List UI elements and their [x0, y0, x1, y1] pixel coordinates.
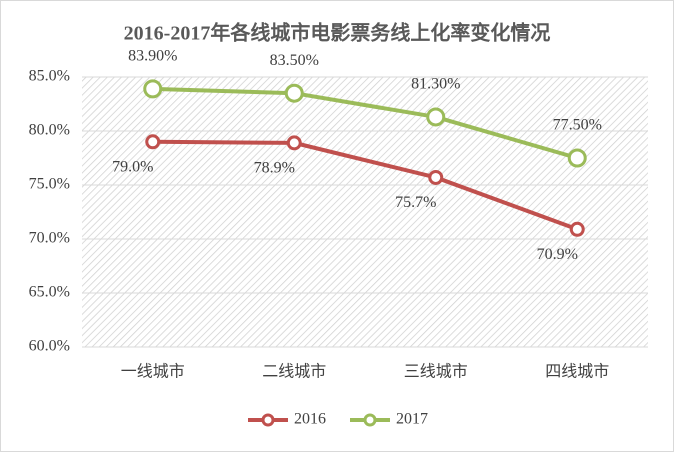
point-marker: [426, 107, 446, 127]
series-line: [152, 86, 578, 160]
data-label: 77.50%: [553, 117, 602, 134]
data-label: 70.9%: [537, 246, 578, 263]
y-tick-label: 85.0%: [29, 68, 70, 85]
plot-area: [82, 77, 648, 347]
data-label: 81.30%: [411, 76, 460, 93]
y-tick-label: 75.0%: [29, 176, 70, 193]
point-marker: [284, 83, 304, 103]
chart-title: 2016-2017年各线城市电影票务线上化率变化情况: [124, 21, 551, 45]
legend-label: 2016: [294, 411, 326, 428]
point-marker: [569, 221, 585, 237]
data-label: 75.7%: [395, 194, 436, 211]
legend-marker: [261, 413, 275, 427]
point-marker: [145, 134, 161, 150]
x-tick-label: 三线城市: [404, 363, 468, 381]
data-label: 83.90%: [128, 48, 177, 65]
point-marker: [567, 148, 587, 168]
data-label: 78.9%: [254, 160, 295, 177]
x-tick-label: 二线城市: [262, 363, 326, 381]
x-tick-label: 一线城市: [121, 363, 185, 381]
data-label: 83.50%: [270, 52, 319, 69]
y-tick-label: 70.0%: [29, 230, 70, 247]
y-tick-label: 80.0%: [29, 122, 70, 139]
legend-marker: [363, 413, 377, 427]
x-tick-label: 四线城市: [545, 363, 609, 381]
legend-label: 2017: [396, 411, 428, 428]
y-tick-label: 60.0%: [29, 338, 70, 355]
data-label: 79.0%: [112, 158, 153, 175]
point-marker: [143, 79, 163, 99]
point-marker: [428, 169, 444, 185]
series-line: [152, 139, 578, 232]
y-tick-label: 65.0%: [29, 284, 70, 301]
point-marker: [286, 135, 302, 151]
